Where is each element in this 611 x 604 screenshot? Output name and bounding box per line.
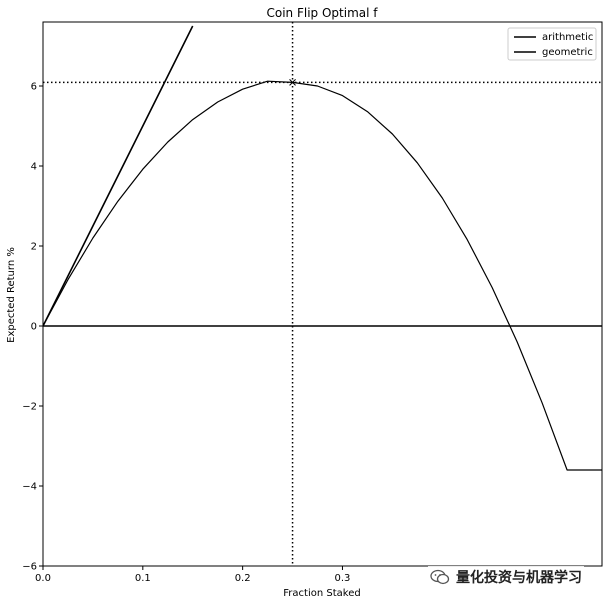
watermark: 量化投资与机器学习 — [428, 566, 584, 588]
legend-geometric-label: geometric — [542, 47, 593, 58]
y-tick-label: −6 — [22, 562, 37, 573]
x-tick-label: 0.2 — [235, 573, 251, 584]
plot-area — [43, 22, 602, 566]
axes: 0.0 0.1 0.2 0.3 −6 −4 −2 0 2 4 6 — [22, 21, 603, 584]
x-tick-label: 0.0 — [35, 573, 51, 584]
optimum-marker — [289, 79, 296, 86]
y-tick-label: −4 — [22, 482, 37, 493]
plot-content — [43, 22, 602, 566]
x-tick-label: 0.1 — [135, 573, 151, 584]
y-tick-label: −2 — [22, 402, 37, 413]
x-axis-label: Fraction Staked — [283, 588, 360, 599]
x-tick-label: 0.3 — [335, 573, 351, 584]
watermark-text: 量化投资与机器学习 — [456, 570, 582, 586]
y-tick-label: 6 — [31, 82, 37, 93]
y-axis-label: Expected Return % — [6, 247, 17, 343]
plot-frame — [42, 21, 603, 567]
legend: arithmetic geometric — [507, 27, 597, 61]
series-geometric-line — [43, 80, 602, 471]
y-tick-label: 2 — [31, 242, 37, 253]
wechat-icon — [430, 569, 450, 585]
series-arithmetic-line — [43, 25, 194, 327]
y-tick-label: 4 — [31, 162, 37, 173]
y-tick-label: 0 — [31, 322, 37, 333]
legend-arithmetic-label: arithmetic — [542, 32, 593, 43]
chart-title: Coin Flip Optimal f — [267, 6, 379, 20]
